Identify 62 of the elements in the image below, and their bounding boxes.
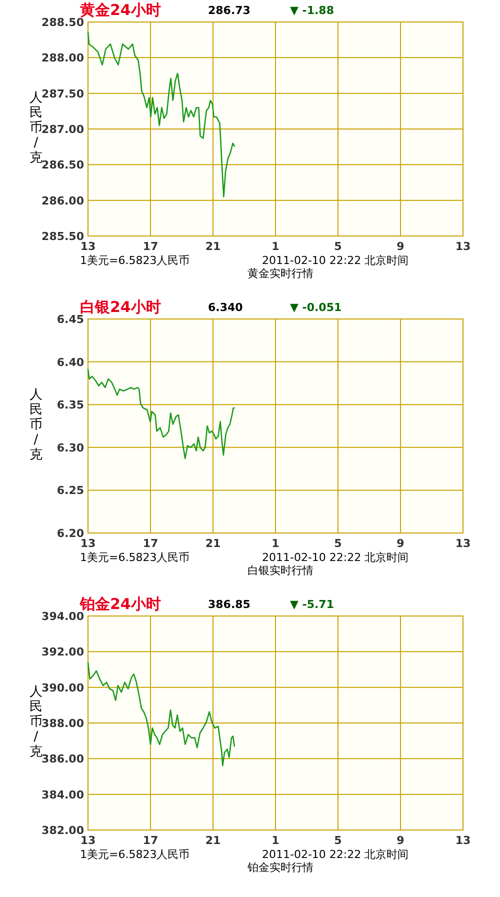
y-tick-label: 392.00: [42, 646, 84, 659]
y-tick-label: 382.00: [42, 824, 84, 837]
y-axis-title: 人民币/克: [30, 684, 42, 760]
text: ▼ -0.051: [290, 301, 342, 314]
x-tick-label: 17: [142, 537, 158, 550]
text: ▼ -5.71: [290, 598, 334, 611]
text: 2011-02-10 22:22 北京时间: [262, 551, 409, 564]
y-tick-label: 6.40: [56, 356, 84, 369]
text: 1美元=6.5823人民币: [80, 551, 190, 564]
y-tick-label: 6.30: [56, 441, 84, 454]
y-tick-label: 6.25: [56, 484, 84, 498]
y-tick-label: 386.00: [42, 752, 84, 766]
y-tick-label: 286.50: [42, 158, 84, 172]
text: 286.73: [208, 4, 250, 17]
x-tick-label: 13: [455, 834, 471, 847]
x-tick-label: 5: [334, 834, 342, 847]
y-tick-label: 288.50: [42, 16, 84, 29]
y-tick-label: 285.50: [42, 230, 84, 243]
y-tick-label: 394.00: [42, 610, 84, 623]
y-tick-label: 6.35: [56, 398, 84, 412]
text: 2011-02-10 22:22 北京时间: [262, 848, 409, 861]
x-tick-label: 5: [334, 537, 342, 550]
y-tick-label: 390.00: [42, 681, 84, 694]
x-tick-label: 21: [205, 834, 221, 847]
x-tick-label: 17: [142, 834, 158, 847]
x-tick-label: 9: [396, 240, 404, 253]
text: 1美元=6.5823人民币: [80, 848, 190, 861]
x-tick-label: 13: [80, 537, 96, 550]
x-axis-title: 白银实时行情: [248, 564, 314, 577]
y-axis-title: 人民币/克: [30, 388, 42, 462]
text: ▼ -1.88: [290, 4, 334, 17]
y-tick-label: 288.00: [42, 52, 84, 65]
x-tick-label: 17: [142, 240, 158, 253]
x-tick-label: 5: [334, 240, 342, 253]
x-tick-label: 1: [272, 537, 280, 550]
x-tick-label: 21: [205, 240, 221, 253]
text: 386.85: [208, 598, 250, 611]
x-axis-title: 黄金实时行情: [248, 267, 314, 280]
y-tick-label: 287.00: [42, 123, 84, 136]
x-tick-label: 9: [396, 537, 404, 550]
text: 2011-02-10 22:22 北京时间: [262, 254, 409, 267]
x-tick-label: 1: [272, 240, 280, 253]
y-tick-label: 6.20: [56, 527, 84, 540]
chart-title: 黄金24小时: [79, 1, 161, 19]
x-tick-label: 13: [455, 240, 471, 253]
chart-title: 白银24小时: [80, 298, 161, 316]
x-tick-label: 1: [272, 834, 280, 847]
x-axis-title: 铂金实时行情: [246, 861, 314, 874]
y-axis-title: 人民币/克: [30, 90, 42, 166]
y-tick-label: 388.00: [42, 717, 84, 730]
text: 1美元=6.5823人民币: [80, 254, 190, 267]
text: 6.340: [208, 301, 244, 314]
chart-title: 铂金24小时: [79, 595, 161, 613]
x-tick-label: 9: [396, 834, 404, 847]
y-tick-label: 6.45: [56, 313, 84, 326]
y-tick-label: 287.50: [42, 87, 84, 100]
x-tick-label: 13: [455, 537, 471, 550]
x-tick-label: 13: [80, 240, 96, 253]
x-tick-label: 13: [80, 834, 96, 847]
y-tick-label: 384.00: [42, 788, 84, 802]
x-tick-label: 21: [205, 537, 221, 550]
y-tick-label: 286.00: [42, 194, 84, 208]
